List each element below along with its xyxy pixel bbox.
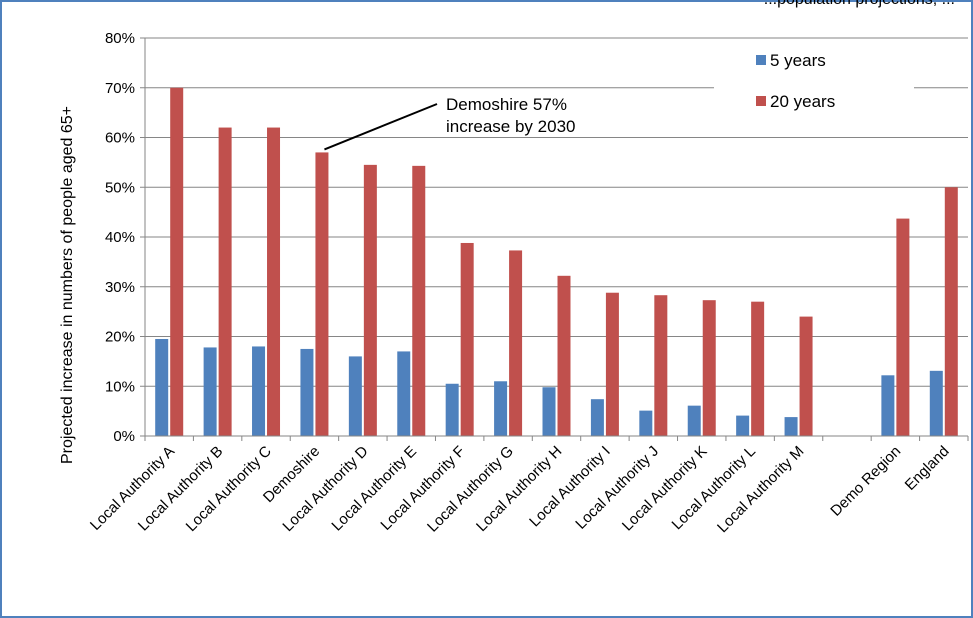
y-axis-tick-labels: 0% 10% 20% 30% 40% 50% 60% 70% 80% — [105, 30, 135, 445]
y-tick-label: 70% — [105, 80, 135, 97]
bar-five-years — [300, 348, 314, 436]
x-tick-label: Local Authority G — [424, 443, 517, 536]
bar-five-years — [445, 383, 459, 436]
legend-background — [714, 70, 914, 92]
x-tick-label: Local Authority M — [714, 443, 807, 536]
bar-twenty-years — [315, 152, 329, 437]
x-tick-label: Demo Region — [827, 443, 904, 520]
bar-five-years — [784, 417, 798, 436]
x-tick-label: Local Authority A — [87, 443, 178, 534]
y-tick-label: 30% — [105, 279, 135, 296]
bar-twenty-years — [751, 301, 765, 436]
y-tick-label: 20% — [105, 329, 135, 346]
bar-twenty-years — [267, 127, 281, 437]
bar-five-years — [929, 370, 943, 436]
legend-swatch — [756, 55, 766, 65]
bar-five-years — [397, 351, 411, 436]
x-tick-label: England — [902, 443, 953, 494]
annotation: Demoshire 57% increase by 2030 — [324, 95, 575, 151]
bar-twenty-years — [509, 250, 523, 436]
x-tick-label: Local Authority B — [135, 443, 227, 535]
bar-five-years — [203, 347, 217, 436]
legend-swatch — [756, 96, 766, 106]
bar-five-years — [252, 346, 266, 436]
bar-five-years — [590, 399, 604, 436]
legend-label: 5 years — [770, 51, 826, 70]
bar-twenty-years — [702, 300, 716, 436]
y-tick-label: 80% — [105, 30, 135, 47]
bar-twenty-years — [944, 187, 958, 436]
annotation-line-1: Demoshire 57% — [446, 95, 567, 114]
gridlines — [140, 37, 968, 437]
y-tick-label: 10% — [105, 378, 135, 395]
bar-twenty-years — [460, 242, 474, 436]
bar-twenty-years — [412, 165, 426, 437]
bar-five-years — [687, 405, 701, 436]
bar-twenty-years — [654, 295, 668, 436]
x-tick-label: Local Authority K — [619, 443, 711, 535]
bar-five-years — [348, 356, 362, 436]
bar-five-years — [881, 375, 895, 436]
axes — [144, 38, 969, 441]
bar-five-years — [494, 381, 508, 436]
bar-twenty-years — [170, 87, 184, 436]
bar-five-years — [736, 415, 750, 436]
bar-twenty-years — [799, 316, 813, 436]
x-tick-label: Local Authority L — [669, 443, 759, 533]
bar-five-years — [155, 338, 169, 436]
y-tick-label: 40% — [105, 229, 135, 246]
x-tick-label: Local Authority C — [183, 443, 275, 535]
bar-twenty-years — [363, 164, 377, 437]
y-axis-label: Projected increase in numbers of people … — [59, 106, 76, 464]
bar-twenty-years — [896, 218, 910, 436]
x-tick-label: Local Authority F — [377, 443, 468, 534]
y-tick-label: 0% — [113, 428, 135, 445]
bar-five-years — [639, 410, 653, 436]
bar-twenty-years — [605, 292, 619, 436]
y-tick-label: 50% — [105, 179, 135, 196]
bar-twenty-years — [218, 127, 232, 437]
x-tick-label: Local Authority E — [328, 443, 420, 535]
legend: 5 years 20 years — [714, 51, 914, 111]
legend-label: 20 years — [770, 92, 835, 111]
y-tick-label: 60% — [105, 130, 135, 147]
x-tick-label: Local Authority H — [473, 443, 565, 535]
annotation-line-2: increase by 2030 — [446, 117, 575, 136]
bar-five-years — [542, 387, 556, 436]
bars — [155, 87, 958, 437]
annotation-leader-line — [324, 103, 438, 151]
bar-twenty-years — [557, 275, 571, 436]
x-tick-label: Local Authority D — [279, 443, 371, 535]
chart-title-partial: ...population projections, ... — [764, 0, 955, 8]
x-tick-label: Local Authority J — [572, 443, 662, 533]
